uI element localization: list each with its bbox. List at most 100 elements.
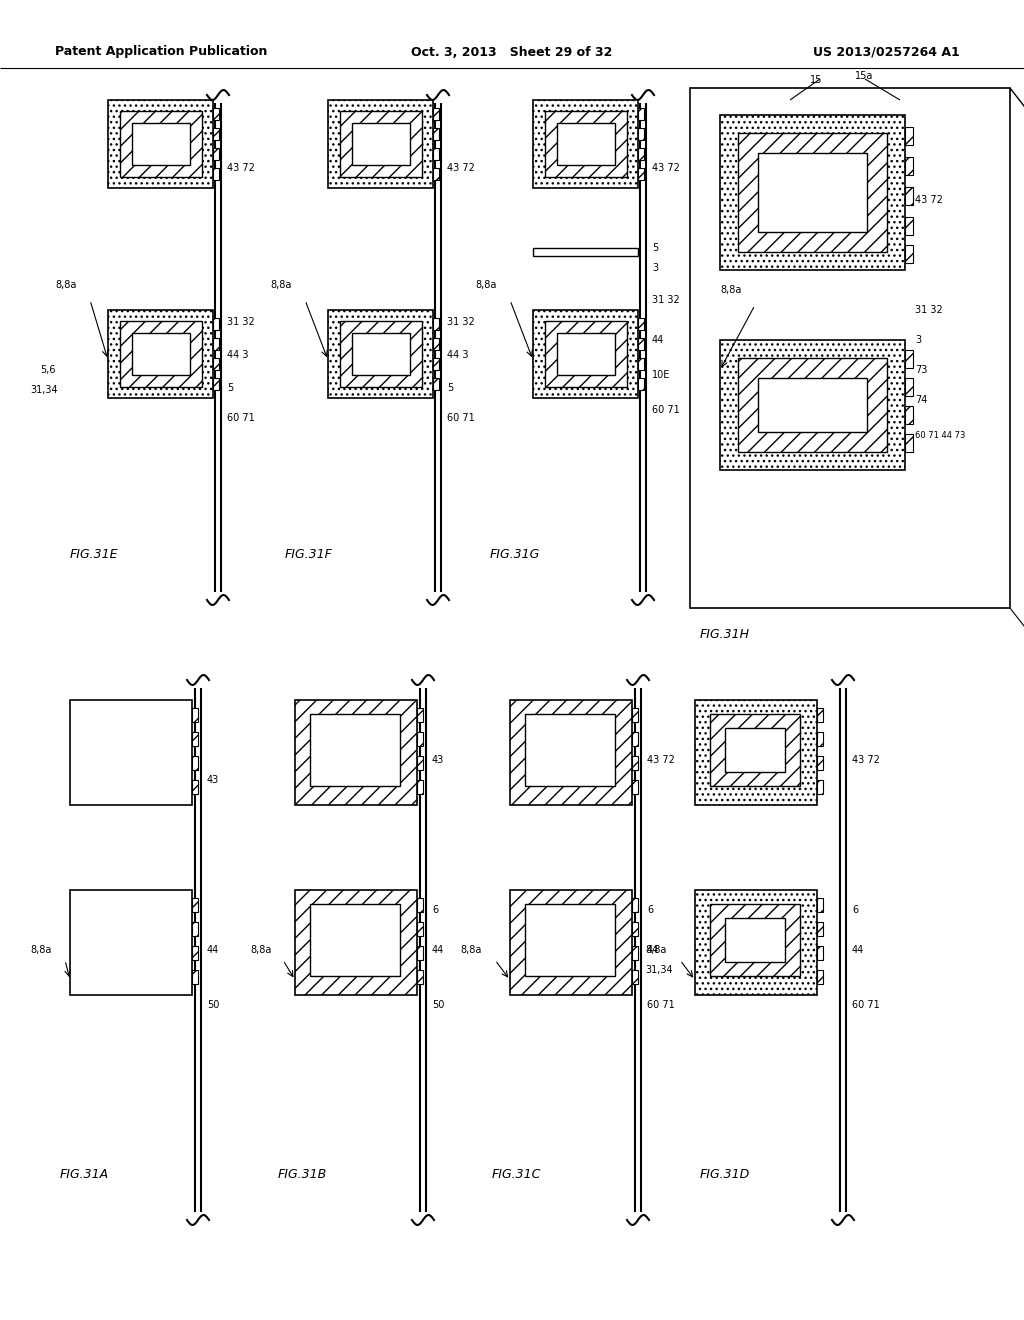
Text: FIG.31G: FIG.31G [490, 549, 541, 561]
Text: 50: 50 [432, 1001, 444, 1010]
Bar [310, 714, 400, 785]
Bar [638, 128, 644, 140]
Text: 31 32: 31 32 [227, 317, 255, 327]
Bar [817, 756, 823, 770]
Text: 10E: 10E [652, 370, 671, 380]
Bar [638, 148, 644, 160]
Bar [352, 333, 410, 375]
Text: 60 71 44 73: 60 71 44 73 [915, 430, 966, 440]
Bar [417, 733, 423, 746]
Bar [905, 407, 913, 424]
Text: 5: 5 [447, 383, 454, 393]
Bar [433, 108, 439, 120]
Text: 43 72: 43 72 [852, 755, 880, 766]
Bar [70, 890, 193, 995]
Bar [120, 321, 202, 387]
Text: 60 71: 60 71 [852, 1001, 880, 1010]
Bar [433, 338, 439, 350]
Text: 31,34: 31,34 [645, 965, 673, 975]
Text: FIG.31H: FIG.31H [700, 628, 750, 642]
Bar [213, 128, 219, 140]
Text: 44: 44 [207, 945, 219, 954]
Bar [433, 318, 439, 330]
Text: 15: 15 [810, 75, 822, 84]
Text: 31 32: 31 32 [652, 294, 680, 305]
Bar [433, 168, 439, 180]
Text: 6: 6 [432, 906, 438, 915]
Bar [534, 310, 638, 399]
Text: 15a: 15a [855, 71, 873, 81]
Text: 31 32: 31 32 [447, 317, 475, 327]
Text: 43 72: 43 72 [647, 755, 675, 766]
Bar [433, 378, 439, 389]
Text: 43 72: 43 72 [652, 162, 680, 173]
Text: 44 3: 44 3 [227, 350, 249, 360]
Bar [417, 970, 423, 983]
Bar [817, 898, 823, 912]
Text: 44: 44 [432, 945, 444, 954]
Bar [817, 733, 823, 746]
Bar [510, 700, 632, 805]
Bar [632, 898, 638, 912]
Bar [817, 970, 823, 983]
Text: 8,8a: 8,8a [475, 280, 497, 290]
Text: 6: 6 [852, 906, 858, 915]
Bar [905, 157, 913, 176]
Bar [534, 248, 638, 256]
Bar [725, 729, 785, 772]
Bar [328, 310, 433, 399]
Text: FIG.31C: FIG.31C [492, 1168, 542, 1181]
Bar [817, 946, 823, 960]
Bar [758, 378, 867, 432]
Bar [193, 780, 198, 795]
Text: 5: 5 [227, 383, 233, 393]
Bar [690, 88, 1010, 609]
Bar [433, 358, 439, 370]
Bar [193, 733, 198, 746]
Text: FIG.31B: FIG.31B [278, 1168, 328, 1181]
Bar [213, 168, 219, 180]
Text: 60 71: 60 71 [647, 1001, 675, 1010]
Bar [193, 898, 198, 912]
Bar [417, 921, 423, 936]
Bar [433, 148, 439, 160]
Text: 50: 50 [207, 1001, 219, 1010]
Bar [817, 780, 823, 795]
Text: 74: 74 [915, 395, 928, 405]
Bar [695, 890, 817, 995]
Bar [695, 700, 817, 805]
Text: 8,8a: 8,8a [30, 945, 51, 954]
Text: 44: 44 [647, 945, 659, 954]
Bar [632, 946, 638, 960]
Bar [905, 187, 913, 205]
Text: 73: 73 [915, 366, 928, 375]
Bar [193, 970, 198, 983]
Bar [545, 321, 627, 387]
Bar [632, 921, 638, 936]
Text: FIG.31A: FIG.31A [60, 1168, 110, 1181]
Text: 43 72: 43 72 [447, 162, 475, 173]
Bar [525, 904, 615, 975]
Text: 8,8a: 8,8a [460, 945, 481, 954]
Bar [132, 333, 190, 375]
Bar [132, 123, 190, 165]
Bar [632, 733, 638, 746]
Bar [193, 921, 198, 936]
Bar [817, 921, 823, 936]
Bar [632, 708, 638, 722]
Bar [905, 216, 913, 235]
Bar [632, 780, 638, 795]
Bar [720, 115, 905, 271]
Bar [638, 168, 644, 180]
Text: US 2013/0257264 A1: US 2013/0257264 A1 [813, 45, 961, 58]
Bar [525, 714, 615, 785]
Bar [725, 917, 785, 962]
Bar [758, 153, 867, 232]
Bar [638, 358, 644, 370]
Bar [710, 714, 800, 785]
Bar [193, 756, 198, 770]
Bar [328, 100, 433, 187]
Bar [108, 310, 213, 399]
Bar [340, 111, 422, 177]
Bar [545, 111, 627, 177]
